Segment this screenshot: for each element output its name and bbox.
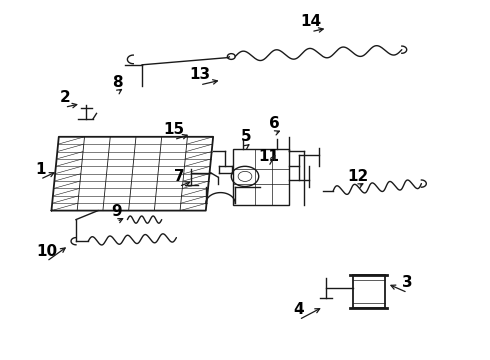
Text: 2: 2 [59, 90, 70, 105]
Bar [233, 149, 289, 205]
Text: 13: 13 [189, 67, 211, 82]
Text: 9: 9 [111, 204, 122, 219]
Text: 6: 6 [269, 116, 280, 131]
Text: 3: 3 [402, 275, 413, 290]
Text: 1: 1 [35, 162, 46, 177]
Text: 5: 5 [241, 129, 251, 144]
Text: 10: 10 [36, 244, 57, 259]
Text: 7: 7 [173, 169, 184, 184]
Text: 12: 12 [347, 169, 368, 184]
Text: 11: 11 [258, 149, 279, 164]
Text: 15: 15 [163, 122, 185, 137]
Text: 14: 14 [300, 14, 322, 29]
Text: 8: 8 [112, 75, 123, 90]
Bar [353, 275, 385, 308]
Text: 4: 4 [294, 302, 304, 317]
